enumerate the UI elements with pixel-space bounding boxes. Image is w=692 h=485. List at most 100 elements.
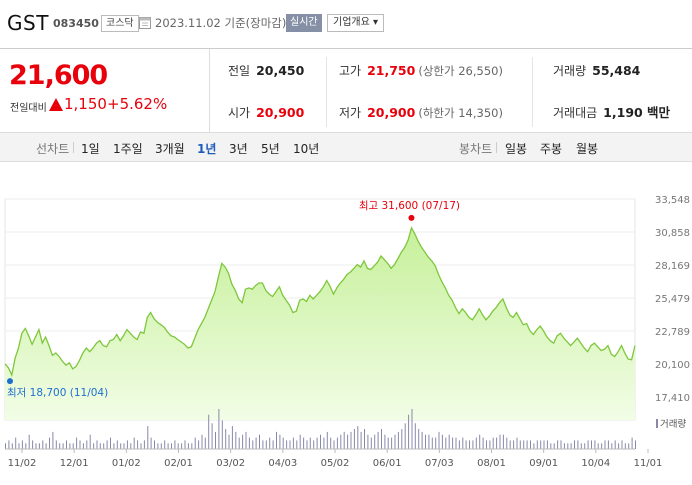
- volume-bar: [472, 440, 474, 449]
- tab-daily[interactable]: 일봉: [505, 142, 528, 156]
- volume-bar: [513, 440, 515, 449]
- volume-bar: [120, 443, 122, 449]
- volume-bar: [499, 434, 501, 449]
- chart-period-tabs: 선차트 1일 1주일 3개월 1년 3년 5년 10년 봉차트 일봉 주봉 월봉: [0, 132, 692, 162]
- volume-bar: [76, 437, 78, 449]
- volume-bar: [546, 440, 548, 449]
- volume-bar: [401, 429, 403, 449]
- price-area: [5, 227, 635, 420]
- volume-bar: [381, 429, 382, 449]
- volume-bar: [82, 443, 84, 449]
- volume-bar: [326, 431, 328, 449]
- amount-cell: 거래대금 1,190 백만: [553, 102, 670, 122]
- volume-bar: [570, 443, 572, 449]
- realtime-button[interactable]: 실시간: [286, 14, 322, 32]
- volume-bar: [604, 440, 606, 449]
- volume-bar: [435, 437, 437, 449]
- tab-3y[interactable]: 3년: [229, 142, 248, 156]
- volume-bar: [357, 426, 359, 449]
- volume-bar: [96, 440, 98, 449]
- volume-bar: [269, 437, 271, 449]
- volume-bar: [208, 414, 210, 449]
- candle-chart-label: 봉차트: [459, 142, 493, 156]
- volume-bar: [177, 443, 179, 449]
- volume-bar: [55, 440, 57, 449]
- volume-bar: [506, 437, 508, 449]
- tab-1w[interactable]: 1주일: [113, 142, 143, 156]
- x-tick-label: 08/01: [477, 458, 506, 469]
- tab-weekly[interactable]: 주봉: [540, 142, 563, 156]
- low-annotation: 최저 18,700 (11/04): [7, 387, 108, 399]
- volume-legend: 거래량: [656, 416, 686, 430]
- volume-bar: [465, 440, 467, 449]
- volume-bar: [21, 440, 23, 449]
- volume-bar: [553, 443, 555, 449]
- volume-bar: [184, 440, 186, 449]
- stock-code: 083450: [53, 17, 99, 30]
- volume-legend-label: 거래량: [660, 419, 687, 430]
- volume-bar: [411, 409, 413, 449]
- volume-bar: [519, 440, 521, 449]
- volume-bar: [5, 443, 6, 449]
- volume-bar: [458, 440, 460, 449]
- volume-bar: [248, 437, 250, 449]
- volume-bar: [635, 440, 636, 449]
- prev-close-cell: 전일 20,450: [228, 60, 304, 80]
- volume-bar: [292, 437, 294, 449]
- volume-bar: [394, 434, 396, 449]
- volume-bar: [320, 434, 321, 449]
- price-change: 1,150: [64, 95, 107, 113]
- tab-10y[interactable]: 10년: [293, 142, 320, 156]
- current-price: 21,600: [9, 60, 108, 91]
- volume-bar: [252, 440, 254, 449]
- volume-bar: [259, 434, 260, 449]
- high-marker: [408, 214, 415, 221]
- volume-bar: [489, 440, 491, 449]
- x-tick-label: 02/01: [164, 458, 193, 469]
- volume-bar: [418, 429, 420, 449]
- tab-5y[interactable]: 5년: [261, 142, 280, 156]
- volume-bar: [387, 437, 389, 449]
- volume-bar: [557, 440, 559, 449]
- volume-bar: [479, 434, 481, 449]
- volume-bar: [347, 434, 349, 449]
- tab-1d[interactable]: 1일: [81, 142, 100, 156]
- volume-bar: [364, 429, 365, 449]
- volume-bar: [303, 437, 305, 449]
- open-label: 시가: [228, 106, 251, 120]
- volume-bar: [289, 440, 291, 449]
- volume-bars: [5, 409, 636, 449]
- volume-bar: [540, 440, 542, 449]
- volume-bar: [164, 440, 166, 449]
- volume-bar: [8, 440, 10, 449]
- volume-bar: [452, 437, 454, 449]
- volume-bar: [438, 431, 440, 449]
- x-tick-label: 11/01: [634, 458, 663, 469]
- open-value: 20,900: [256, 105, 305, 120]
- company-info-dropdown[interactable]: 기업개요 ▾: [327, 14, 384, 32]
- volume-bar: [89, 434, 91, 449]
- volume-bar: [167, 443, 169, 449]
- volume-bar: [448, 434, 450, 449]
- current-price-box: 21,600 전일대비 1,150 +5.62%: [0, 49, 210, 132]
- volume-bar: [225, 429, 227, 449]
- volume-bar: [533, 443, 535, 449]
- x-tick-label: 07/03: [425, 458, 454, 469]
- volume-bar: [333, 440, 335, 449]
- volume-bar: [614, 440, 616, 449]
- volume-bar: [11, 443, 13, 449]
- volume-bar: [66, 440, 67, 449]
- open-cell: 시가 20,900: [228, 102, 304, 122]
- volume-bar: [228, 434, 230, 449]
- volume-bar: [560, 440, 562, 449]
- tab-1y[interactable]: 1년: [197, 142, 217, 156]
- volume-bar: [543, 440, 545, 449]
- tab-3m[interactable]: 3개월: [155, 142, 185, 156]
- volume-bar: [523, 440, 525, 449]
- volume-bar: [242, 434, 244, 449]
- divider: [532, 57, 533, 127]
- tab-monthly[interactable]: 월봉: [576, 142, 599, 156]
- volume-bar: [93, 443, 95, 449]
- volume-bar: [516, 437, 518, 449]
- stock-name: GST: [7, 11, 49, 35]
